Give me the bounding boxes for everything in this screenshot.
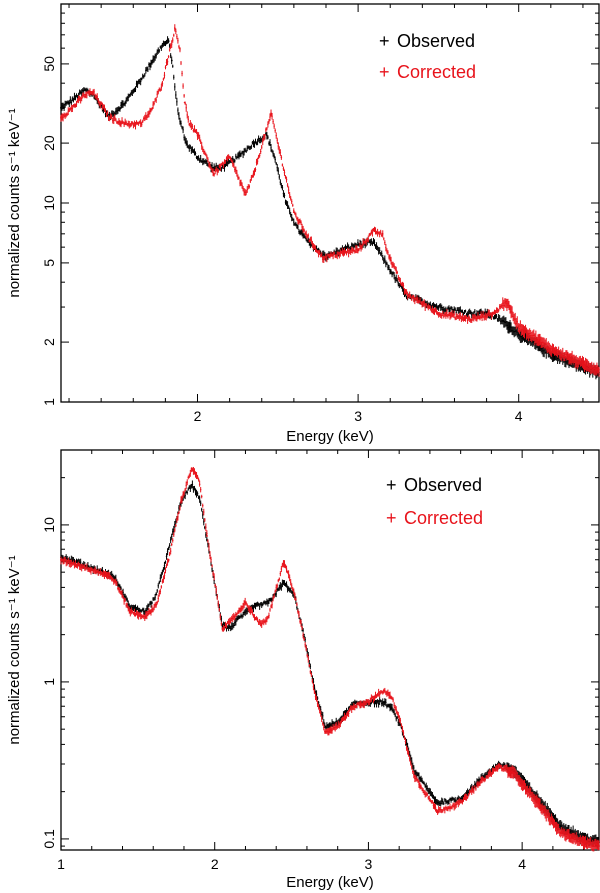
top-y-axis-title: normalized counts s⁻¹ keV⁻¹	[6, 108, 23, 297]
top-x-axis-title: Energy (keV)	[286, 428, 374, 445]
top-legend-observed-marker: +	[379, 31, 390, 51]
top-y-tick-label: 10	[41, 195, 57, 211]
bottom-legend-corrected-marker: +	[386, 508, 397, 528]
bottom-x-tick-label: 3	[365, 856, 373, 872]
top-x-tick-label: 4	[515, 408, 523, 424]
bottom-x-tick-label: 1	[57, 856, 65, 872]
top-ticks	[61, 3, 599, 403]
bottom-legend-observed-label: Observed	[404, 475, 482, 495]
bottom-x-tick-label: 4	[518, 856, 526, 872]
bottom-y-tick-label: 1	[41, 678, 57, 686]
bottom-legend-observed-marker: +	[386, 475, 397, 495]
top-series-corrected	[60, 24, 600, 377]
bottom-series-corrected	[60, 466, 600, 852]
top-y-tick-label: 5	[41, 259, 57, 267]
top-y-tick-label: 50	[41, 56, 57, 72]
top-legend-corrected-label: Corrected	[397, 62, 476, 82]
top-legend-corrected-marker: +	[379, 62, 390, 82]
bottom-data-layer	[60, 466, 600, 852]
top-plot-frame	[60, 3, 600, 403]
top-tick-labels: 2 3 4 1 2 5 10 20 50	[41, 56, 523, 424]
bottom-legend-corrected-label: Corrected	[404, 508, 483, 528]
bottom-legend: + Observed + Corrected	[386, 475, 483, 528]
bottom-series-observed	[60, 480, 600, 849]
bottom-x-axis-title: Energy (keV)	[286, 874, 374, 891]
top-panel: 2 3 4 1 2 5 10 20 50 Energy (keV) normalized cou…	[6, 3, 600, 445]
top-y-tick-label: 2	[41, 338, 57, 346]
top-data-layer	[60, 24, 600, 380]
bottom-y-tick-label: 0.1	[41, 829, 57, 849]
bottom-x-tick-label: 2	[211, 856, 219, 872]
top-legend-observed-label: Observed	[397, 31, 475, 51]
top-x-tick-label: 2	[194, 408, 202, 424]
top-x-tick-label: 3	[354, 408, 362, 424]
bottom-plot-frame	[60, 449, 600, 851]
bottom-y-tick-label: 10	[41, 517, 57, 533]
bottom-y-axis-title: normalized counts s⁻¹ keV⁻¹	[6, 555, 23, 744]
top-legend: + Observed + Corrected	[379, 31, 476, 82]
top-y-tick-label: 1	[41, 398, 57, 406]
top-y-tick-label: 20	[41, 135, 57, 151]
bottom-ticks	[60, 449, 599, 850]
